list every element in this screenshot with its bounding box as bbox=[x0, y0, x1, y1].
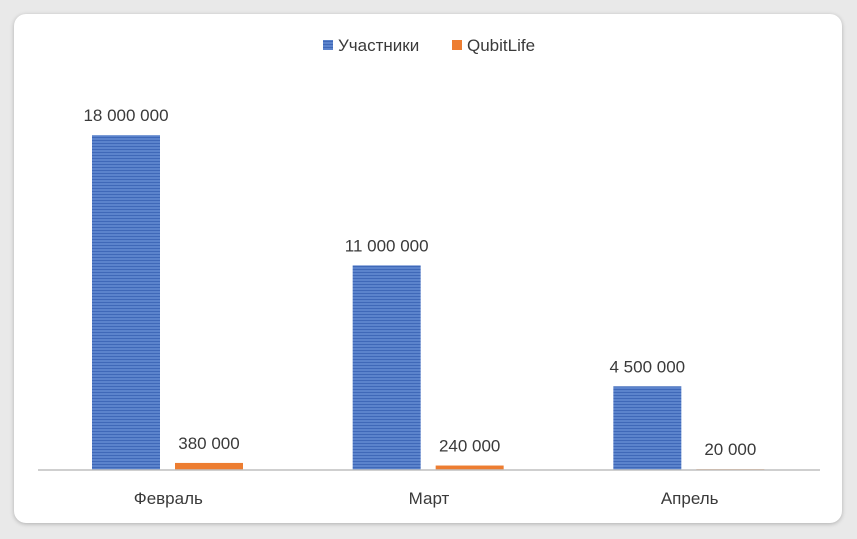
x-tick-label-2: Апрель bbox=[661, 489, 719, 508]
data-label-uchastniki-1: 11 000 000 bbox=[345, 236, 429, 255]
bar-uchastniki-1 bbox=[352, 265, 421, 470]
x-tick-label-1: Март bbox=[409, 489, 450, 508]
data-label-qubitlife-2: 20 000 bbox=[704, 440, 756, 459]
legend-label-qubitlife: QubitLife bbox=[467, 36, 535, 55]
bar-uchastniki-0 bbox=[92, 135, 160, 470]
data-label-uchastniki-2: 4 500 000 bbox=[610, 357, 686, 376]
bar-uchastniki-2 bbox=[613, 386, 682, 470]
chart-bars bbox=[92, 135, 765, 470]
data-label-uchastniki-0: 18 000 000 bbox=[83, 106, 168, 125]
x-axis-tick-labels: Февраль Март Апрель bbox=[134, 489, 719, 508]
legend-label-uchastniki: Участники bbox=[338, 36, 419, 55]
legend-swatch-qubitlife bbox=[452, 40, 462, 50]
chart-legend: Участники QubitLife bbox=[323, 36, 535, 55]
x-tick-label-0: Февраль bbox=[134, 489, 203, 508]
chart-data-labels: 18 000 000 380 000 11 000 000 240 000 4 500 … bbox=[83, 106, 756, 459]
data-label-qubitlife-1: 240 000 bbox=[439, 437, 500, 456]
legend-swatch-uchastniki bbox=[323, 40, 333, 50]
bar-qubitlife-1 bbox=[435, 465, 504, 470]
data-label-qubitlife-0: 380 000 bbox=[178, 434, 239, 453]
bar-qubitlife-0 bbox=[175, 462, 243, 470]
